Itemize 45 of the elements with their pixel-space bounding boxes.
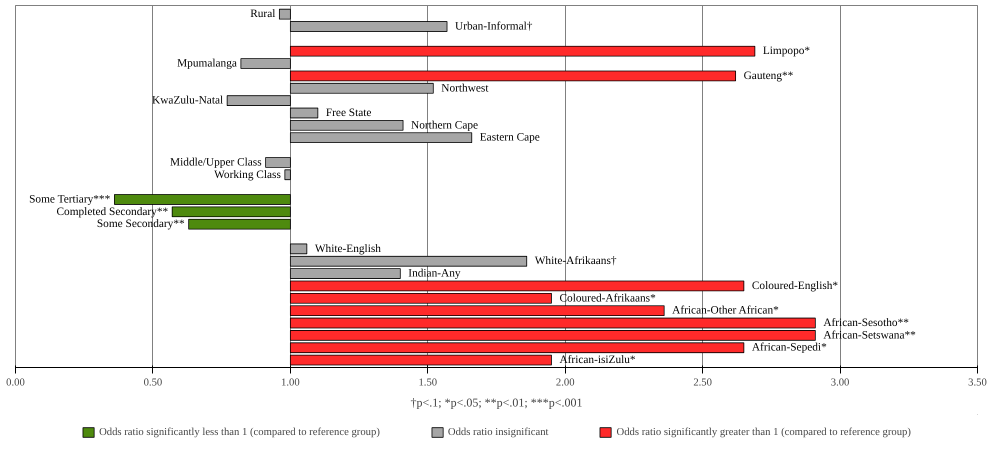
y-tick-label: White-Afrikaans†: [534, 255, 617, 268]
y-tick-label: Working Class: [214, 168, 281, 181]
y-tick-label: Northern Cape: [411, 119, 478, 132]
bar: [290, 132, 472, 144]
y-tick-label: Completed Secondary**: [56, 206, 169, 218]
x-tick-label: 0.00: [6, 378, 25, 388]
bar: [290, 21, 448, 32]
y-tick-label: Indian-Any: [408, 268, 461, 280]
y-tick-label: Mpumalanga: [177, 58, 237, 70]
bar: [278, 8, 291, 20]
y-tick-label: Middle/Upper Class: [170, 156, 262, 168]
y-tick-label: African-isiZulu*: [559, 354, 636, 366]
y-tick-label: KwaZulu-Natal: [152, 94, 224, 107]
y-tick-label: African-Other African*: [672, 304, 780, 317]
y-tick-label: Urban-Informal†: [455, 20, 533, 33]
x-tick-label: 1.00: [281, 378, 300, 388]
y-tick-label: Rural: [250, 8, 276, 20]
x-tick-label: 3.00: [830, 378, 850, 388]
x-tick-label: 0.50: [144, 378, 162, 388]
legend-label: Odds ratio insignificant: [448, 426, 549, 438]
legend-label: Odds ratio significantly greater than 1 (compared to reference group): [616, 426, 911, 438]
y-tick-label: Northwest: [441, 82, 490, 94]
y-tick-label: Free State: [326, 106, 372, 119]
x-tick-label: 3.50: [968, 378, 987, 388]
y-tick-label: Some Secondary**: [96, 218, 185, 230]
bar: [290, 256, 528, 267]
bar: [265, 157, 291, 168]
y-tick-label: White-English: [314, 242, 382, 255]
bar: [290, 244, 308, 254]
text: †p<.1; *p<.05; **p<.01; ***p<.001: [410, 396, 583, 410]
y-tick-label: African-Setswana**: [823, 329, 916, 342]
x-tick-label: 2.50: [693, 378, 712, 388]
legend-label: Odds ratio significantly less than 1 (compared to reference group): [99, 426, 380, 438]
y-tick-label: African-Sepedi*: [752, 342, 828, 354]
x-tick-label: 2.00: [556, 378, 575, 388]
y-tick-label: Coloured-English*: [752, 280, 838, 292]
bar: [188, 218, 291, 230]
y-tick-label: African-Sesotho**: [823, 317, 910, 330]
y-tick-label: Eastern Cape: [480, 132, 540, 144]
x-tick-label: 1.50: [418, 378, 438, 388]
y-tick-label: Gauteng**: [744, 70, 794, 82]
y-tick-label: Limpopo*: [762, 45, 810, 58]
bar: [284, 169, 291, 180]
y-tick-label: Coloured-Afrikaans*: [559, 292, 656, 304]
y-tick-label: Some Tertiary***: [29, 193, 111, 206]
